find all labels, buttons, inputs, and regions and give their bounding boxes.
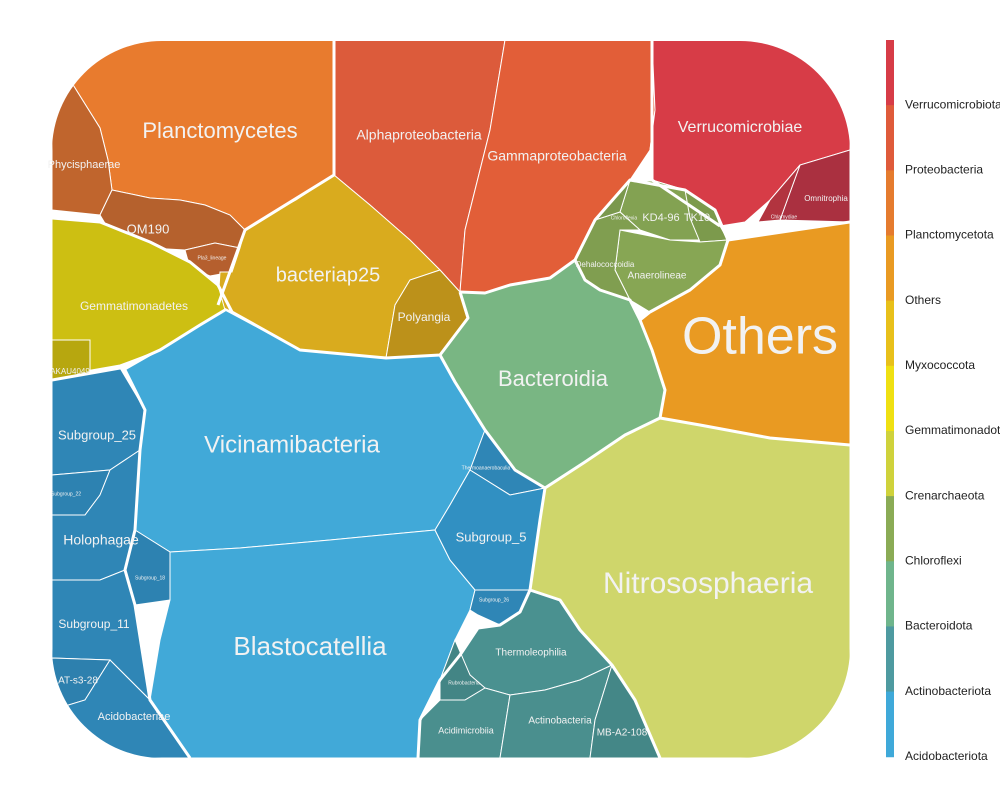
phylum-border-3 [629,178,730,322]
cell-label-thermoanaerobaculia: Thermoanaerobaculia [462,465,511,471]
cell-label-vicinamibacteria: Vicinamibacteria [204,431,380,458]
cell-label-blastocatellia: Blastocatellia [233,631,387,661]
cell-label-acidimicrobiia: Acidimicrobiia [438,725,494,735]
cell-label-kd4-96: KD4-96 [642,212,679,224]
legend-label-proteobacteria: Proteobacteria [905,162,983,176]
legend-label-acidobacteriota: Acidobacteriota [905,749,988,763]
cell-label-subgroup-26: Subgroup_26 [479,597,509,603]
cell-label-bacteriap25: bacteriap25 [276,264,381,286]
legend-swatch-gemmatimonadota [886,365,894,432]
cell-label-gemmatimonadetes: Gemmatimonadetes [80,299,188,313]
legend-swatch-planctomycetota [886,170,894,236]
legend-label-verrucomicrobiota: Verrucomicrobiota [905,97,1000,111]
legend-label-crenarchaeota: Crenarchaeota [905,488,985,502]
cell-label-polyangia: Polyangia [398,310,451,324]
phylum-border-5 [651,178,721,228]
cell-label-alphaproteobacteria: Alphaproteobacteria [356,127,482,143]
cell-label-at-s3-28: AT-s3-28 [58,676,98,687]
cell-label-acidobacteriae: Acidobacteriae [98,711,171,723]
legend-swatch-proteobacteria [886,105,894,171]
phylum-border-7 [573,259,667,419]
legend-label-actinobacteriota: Actinobacteriota [905,684,991,698]
legend-swatch-bacteroidota [886,561,894,627]
legend: Verrucomicrobiota Proteobacteria Planctomy… [886,40,1000,763]
legend-label-planctomycetota: Planctomycetota [905,228,994,242]
cell-label-nitrososphaeria: Nitrososphaeria [603,567,813,600]
cell-label-mb-a2-108: MB-A2-108 [597,728,648,739]
legend-swatch-chloroflexi [886,496,894,562]
cell-label-planctomycetes: Planctomycetes [142,118,297,143]
cell-label-tk10: TK10 [684,212,710,224]
legend-label-chloroflexi: Chloroflexi [905,553,962,567]
legend-swatch-myxococcota [886,300,894,367]
cell-acidimicrobiia [417,687,511,758]
cell-label-akau4049: AKAU4049 [50,367,90,376]
phylum-border-9 [416,589,532,758]
cell-label-subgroup-18: Subgroup_18 [135,575,165,581]
cell-label-omnitrophia: Omnitrophia [804,194,848,203]
cell-phycisphaerae [52,69,113,216]
cell-label-pla3-lineage: Pla3_lineage [198,255,227,261]
legend-swatch-crenarchaeota [886,430,894,497]
cell-label-verrucomicrobiae: Verrucomicrobiae [678,119,803,136]
legend-label-bacteroidota: Bacteroidota [905,619,973,633]
legend-swatch-others [886,235,894,302]
phylum-border-1 [216,41,336,306]
cell-label-om190: OM190 [127,221,170,236]
cell-label-subgroup-22: Subgroup_22 [51,491,81,497]
phylum-border-0 [216,284,470,360]
phylum-border-6 [438,354,850,490]
cell-label-anaerolineae: Anaerolineae [628,271,687,282]
legend-swatch-acidobacteriota [886,691,894,758]
cell-label-holophagae: Holophagae [63,532,139,548]
phylum-border-4 [727,220,850,242]
cell-label-subgroup-11: Subgroup_11 [58,617,130,631]
cell-label-thermoleophilia: Thermoleophilia [495,648,567,659]
cell-label-subgroup-25: Subgroup_25 [58,427,136,442]
cell-label-chloroflexia: Chloroflexia [611,215,638,221]
cell-label-gammaproteobacteria: Gammaproteobacteria [487,148,627,164]
legend-swatch-verrucomicrobiota [886,40,894,106]
phylum-border-10 [52,216,219,287]
cell-label-bacteroidia: Bacteroidia [498,366,609,391]
cell-chlamydiae [757,164,801,223]
cell-label-chlamydiae: Chlamydiae [771,214,798,220]
legend-label-myxococcota: Myxococcota [905,358,975,372]
cell-label-actinobacteria: Actinobacteria [528,716,592,727]
phylum-border-11 [52,308,226,382]
legend-swatch-actinobacteriota [886,626,894,693]
legend-label-others: Others [905,293,941,307]
legend-label-gemmatimonadota: Gemmatimonadota [905,423,1000,437]
cell-label-dehalococcoidia: Dehalococcoidia [576,260,635,269]
cell-label-rubrobacteria: Rubrobacteria [448,680,480,686]
phylum-border-12 [123,369,192,758]
phylum-border-8 [528,487,662,758]
cell-label-others: Others [682,308,838,366]
cell-label-phycisphaerae: Phycisphaerae [48,159,121,171]
cell-label-subgroup-5: Subgroup_5 [456,529,527,544]
